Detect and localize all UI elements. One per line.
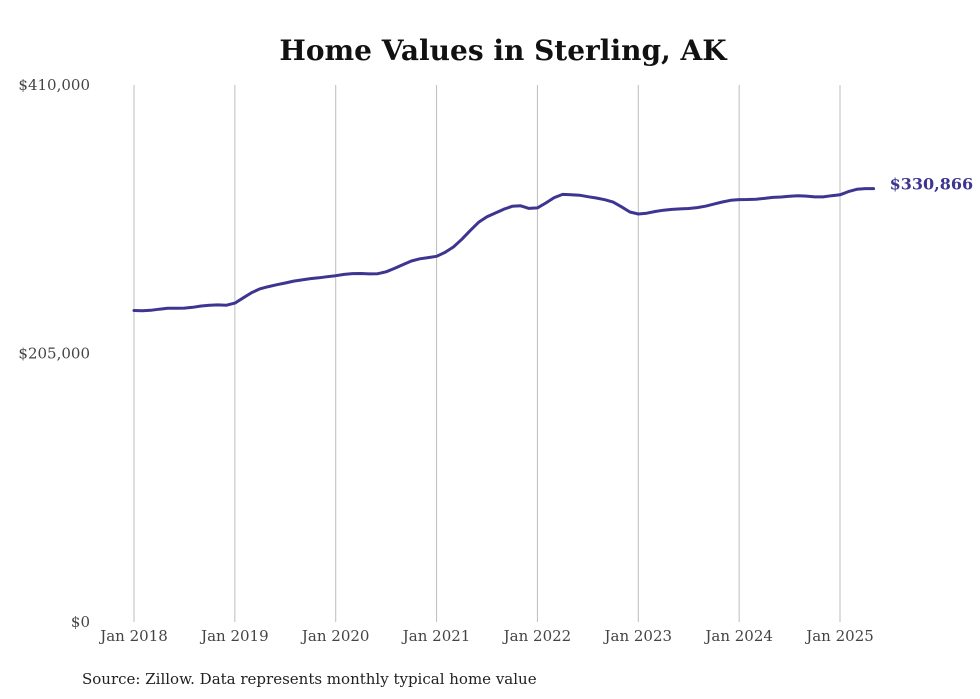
chart-title: Home Values in Sterling, AK	[279, 34, 728, 67]
x-tick-label: Jan 2020	[300, 627, 370, 645]
x-tick-label: Jan 2024	[703, 627, 773, 645]
x-tick-label: Jan 2021	[401, 627, 471, 645]
y-tick-label: $410,000	[18, 76, 90, 94]
series-layer: $330,866	[132, 175, 974, 313]
source-note: Source: Zillow. Data represents monthly …	[82, 670, 537, 688]
x-tick-label: Jan 2025	[804, 627, 874, 645]
x-tick-label: Jan 2018	[98, 627, 168, 645]
x-axis-ticks: Jan 2018 Jan 2019 Jan 2020 Jan 2021 Jan 2022…	[98, 627, 874, 645]
y-tick-label: $0	[71, 613, 90, 631]
grid-layer	[133, 85, 841, 622]
y-tick-label: $205,000	[18, 345, 90, 363]
series-line	[132, 187, 876, 313]
y-axis-ticks: $0 $205,000 $410,000	[18, 76, 90, 631]
x-tick-label: Jan 2023	[603, 627, 673, 645]
x-tick-label: Jan 2022	[502, 627, 572, 645]
end-value-label: $330,866	[890, 175, 974, 194]
x-tick-label: Jan 2019	[199, 627, 269, 645]
